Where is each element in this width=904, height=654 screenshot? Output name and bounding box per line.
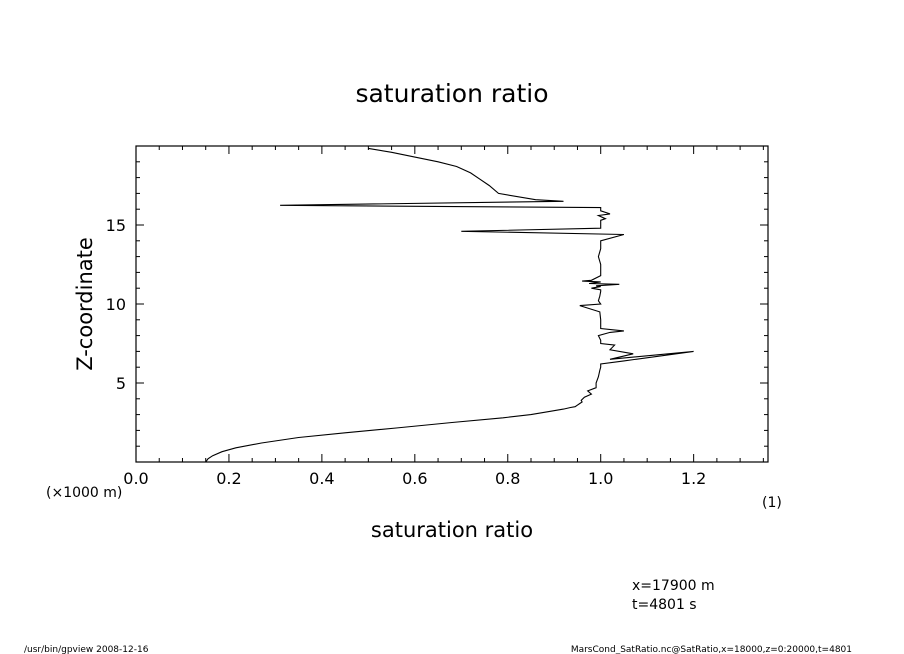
x-tick-label: 0.2 [216,469,241,488]
chart-title: saturation ratio [355,79,548,108]
x-axis-label: saturation ratio [371,518,533,542]
y-tick-label: 10 [106,295,126,314]
y-tick-label: 5 [116,374,126,393]
y-tick-labels: 5 10 15 [106,216,126,393]
x-unit-label: (1) [762,495,782,511]
axis-ticks [135,145,768,462]
series-line [205,147,694,463]
x-tick-label: 0.4 [309,469,334,488]
x-tick-labels: 0.0 0.2 0.4 0.6 0.8 1.0 1.2 [123,469,706,488]
coordinate-t-note: t=4801 s [632,597,697,613]
x-tick-label: 1.0 [588,469,613,488]
x-tick-label: 0.0 [123,469,148,488]
y-tick-label: 15 [106,216,126,235]
y-axis-label: Z-coordinate [73,237,97,371]
coordinate-x-note: x=17900 m [632,578,715,594]
footer-source: MarsCond_SatRatio.nc@SatRatio,x=18000,z=… [571,645,852,654]
plot-frame [135,145,769,463]
x-tick-label: 0.6 [402,469,427,488]
y-unit-label: (×1000 m) [46,485,122,501]
x-tick-label: 1.2 [681,469,706,488]
x-tick-label: 0.8 [495,469,520,488]
footer-program: /usr/bin/gpview 2008-12-16 [24,645,149,654]
